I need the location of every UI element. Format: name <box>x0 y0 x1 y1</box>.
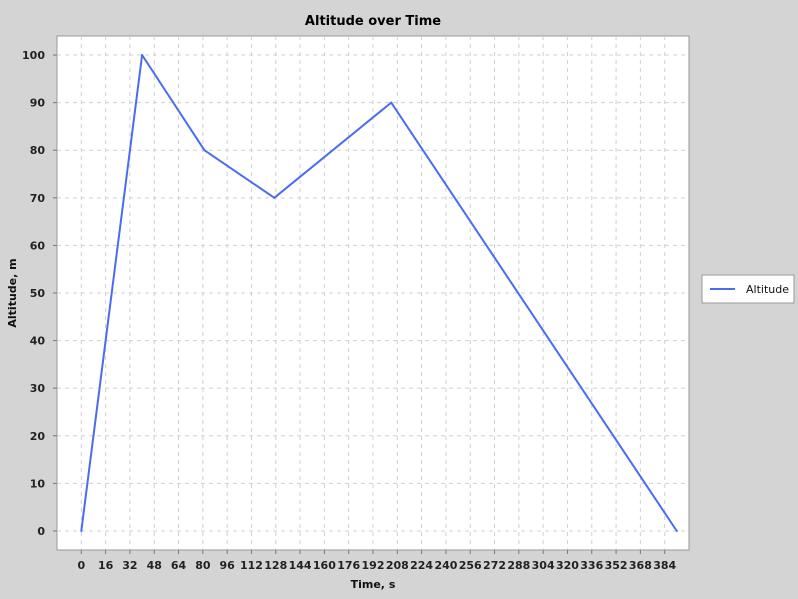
legend: Altitude <box>701 274 795 304</box>
x-tick-label: 240 <box>434 559 457 572</box>
data-point <box>390 101 393 104</box>
x-tick-label: 320 <box>556 559 579 572</box>
y-axis-title: Altitude, m <box>6 258 19 327</box>
x-tick-label: 304 <box>532 559 555 572</box>
x-tick-label: 256 <box>459 559 482 572</box>
y-tick-label: 60 <box>30 239 46 252</box>
x-axis-title: Time, s <box>351 578 396 591</box>
x-tick-label: 0 <box>77 559 85 572</box>
y-tick-label: 80 <box>30 144 46 157</box>
x-tick-label: 336 <box>580 559 603 572</box>
data-point <box>141 54 144 57</box>
x-tick-label: 128 <box>264 559 287 572</box>
x-tick-label: 32 <box>122 559 137 572</box>
chart-title: Altitude over Time <box>305 14 441 29</box>
grid <box>57 36 689 550</box>
series-line-altitude <box>80 54 678 532</box>
x-tick-label: 48 <box>147 559 162 572</box>
x-tick-label: 352 <box>605 559 628 572</box>
data-point <box>273 196 276 199</box>
y-tick-label: 70 <box>30 192 46 205</box>
x-tick-label: 272 <box>483 559 506 572</box>
data-point <box>203 149 206 152</box>
data-point <box>80 529 83 532</box>
x-tick-label: 208 <box>386 559 409 572</box>
x-tick-label: 80 <box>195 559 211 572</box>
x-tick-label: 176 <box>337 559 360 572</box>
legend-label-altitude: Altitude <box>746 283 789 296</box>
y-tick-label: 30 <box>30 382 46 395</box>
x-tick-label: 384 <box>653 559 676 572</box>
x-tick-label: 64 <box>171 559 187 572</box>
series-layer <box>80 54 678 532</box>
y-tick-label: 90 <box>30 97 46 110</box>
data-point <box>675 529 678 532</box>
y-tick-label: 20 <box>30 430 46 443</box>
x-tick-label: 144 <box>289 559 312 572</box>
x-tick-label: 112 <box>240 559 263 572</box>
y-tick-label: 100 <box>22 49 45 62</box>
x-tick-label: 224 <box>410 559 433 572</box>
axis-ticks: 0 16 32 48 64 80 96 112 128 144 160 176 192 208 224 240… <box>22 49 676 572</box>
x-tick-label: 16 <box>98 559 114 572</box>
y-tick-label: 50 <box>30 287 46 300</box>
x-tick-label: 368 <box>629 559 652 572</box>
y-tick-label: 0 <box>37 525 45 538</box>
x-tick-label: 96 <box>219 559 235 572</box>
y-tick-label: 10 <box>30 477 46 490</box>
x-tick-label: 288 <box>507 559 530 572</box>
x-tick-label: 192 <box>362 559 385 572</box>
x-tick-label: 160 <box>313 559 336 572</box>
y-tick-label: 40 <box>30 335 46 348</box>
